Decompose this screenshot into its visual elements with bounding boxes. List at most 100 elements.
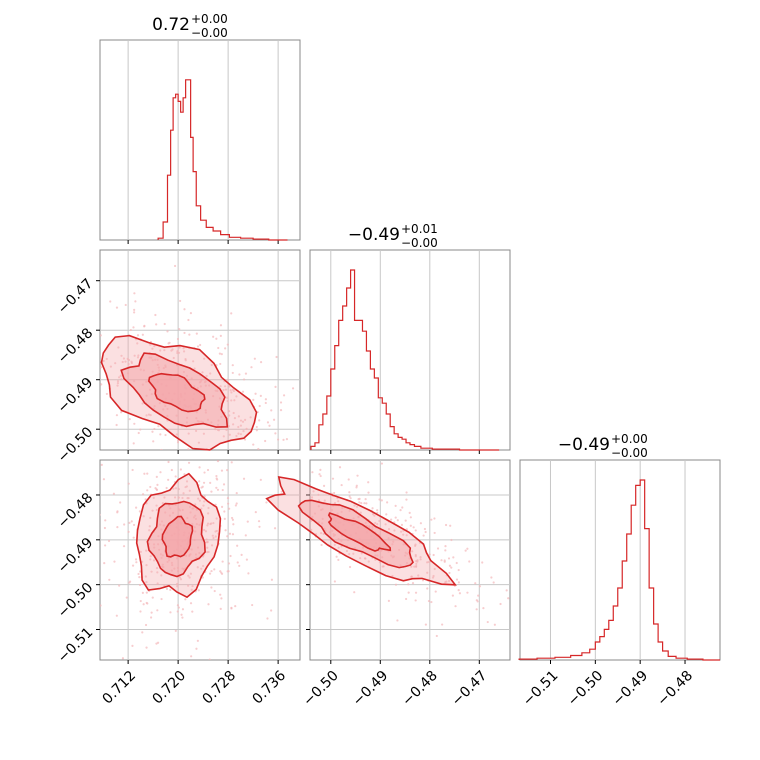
histogram-series-1	[157, 79, 288, 241]
scatter-point	[116, 511, 119, 514]
scatter-point	[177, 606, 180, 609]
scatter-point	[242, 454, 244, 456]
scatter-point	[243, 418, 247, 421]
scatter-point	[187, 574, 190, 577]
scatter-point	[232, 423, 235, 426]
scatter-point	[135, 506, 138, 509]
scatter-point	[210, 490, 213, 493]
scatter-point	[103, 562, 106, 565]
scatter-point	[132, 326, 135, 329]
scatter-point	[349, 497, 352, 500]
scatter-point	[246, 520, 249, 523]
scatter-point	[167, 453, 169, 455]
scatter-point	[250, 366, 253, 369]
scatter-point	[490, 576, 493, 579]
scatter-point	[230, 461, 233, 464]
x-tick-label: 0.728	[200, 668, 240, 708]
scatter-point	[230, 391, 233, 394]
scatter-point	[97, 339, 99, 341]
scatter-point	[409, 524, 412, 527]
scatter-point	[187, 584, 190, 587]
scatter-point	[414, 529, 417, 532]
scatter-point	[282, 394, 286, 397]
scatter-point	[214, 530, 217, 533]
scatter-point	[210, 363, 213, 367]
scatter-point	[130, 360, 133, 363]
scatter-point	[219, 385, 222, 388]
scatter-point	[415, 562, 418, 566]
scatter-point	[176, 604, 179, 607]
scatter-point	[119, 501, 122, 504]
scatter-point	[181, 608, 185, 611]
scatter-point	[217, 429, 221, 432]
scatter-point	[396, 519, 399, 522]
scatter-point	[214, 428, 217, 431]
scatter-point	[145, 564, 148, 567]
scatter-point	[415, 564, 418, 568]
scatter-point	[231, 518, 234, 521]
scatter-point	[393, 529, 396, 532]
scatter-point	[268, 424, 271, 427]
scatter-point	[414, 599, 417, 602]
panel-title-minus: −0.00	[191, 26, 228, 40]
scatter-point	[252, 398, 255, 401]
scatter-point	[148, 529, 151, 532]
scatter-point	[205, 538, 208, 541]
scatter-point	[171, 348, 174, 351]
scatter-point	[176, 441, 180, 444]
scatter-point	[410, 575, 413, 578]
scatter-point	[235, 502, 238, 505]
scatter-point	[228, 410, 231, 413]
scatter-point	[61, 322, 63, 324]
scatter-point	[215, 486, 218, 489]
scatter-point	[250, 454, 252, 456]
scatter-point	[128, 581, 131, 584]
scatter-point	[236, 561, 239, 564]
scatter-point	[400, 530, 403, 533]
scatter-point	[507, 597, 510, 600]
scatter-point	[66, 481, 68, 483]
scatter-point	[121, 360, 124, 364]
scatter-point	[347, 478, 350, 481]
scatter-point	[156, 641, 160, 644]
scatter-point	[240, 553, 243, 556]
histogram-series-2	[310, 269, 500, 451]
x-tick-label: −0.47	[449, 668, 491, 710]
scatter-point	[238, 373, 241, 376]
scatter-point	[132, 536, 135, 539]
scatter-point	[360, 502, 363, 505]
scatter-point	[245, 558, 249, 561]
scatter-point	[114, 362, 117, 365]
scatter-point	[322, 532, 325, 535]
scatter-point	[239, 419, 243, 422]
scatter-point	[86, 371, 88, 373]
scatter-point	[319, 468, 322, 471]
scatter-point	[193, 367, 196, 370]
scatter-point	[376, 509, 379, 512]
scatter-point	[228, 414, 231, 417]
scatter-point	[194, 503, 197, 506]
scatter-point	[95, 406, 97, 408]
scatter-point	[161, 502, 164, 505]
scatter-point	[432, 553, 435, 557]
scatter-point	[206, 468, 210, 472]
scatter-point	[254, 511, 257, 514]
scatter-panel-1	[61, 249, 305, 483]
scatter-point	[434, 590, 437, 593]
scatter-point	[176, 610, 179, 613]
scatter-point	[219, 362, 222, 366]
scatter-point	[137, 431, 140, 435]
scatter-point	[215, 517, 218, 520]
panel-frame	[99, 39, 301, 241]
scatter-point	[174, 629, 177, 632]
scatter-point	[187, 318, 190, 322]
scatter-point	[303, 461, 305, 463]
scatter-point	[352, 552, 355, 555]
scatter-point	[333, 543, 336, 546]
scatter-point	[184, 485, 187, 489]
scatter-point	[282, 438, 285, 441]
scatter-point	[254, 392, 257, 395]
scatter-point	[149, 485, 152, 489]
panel-title-value: −0.49	[348, 225, 400, 245]
